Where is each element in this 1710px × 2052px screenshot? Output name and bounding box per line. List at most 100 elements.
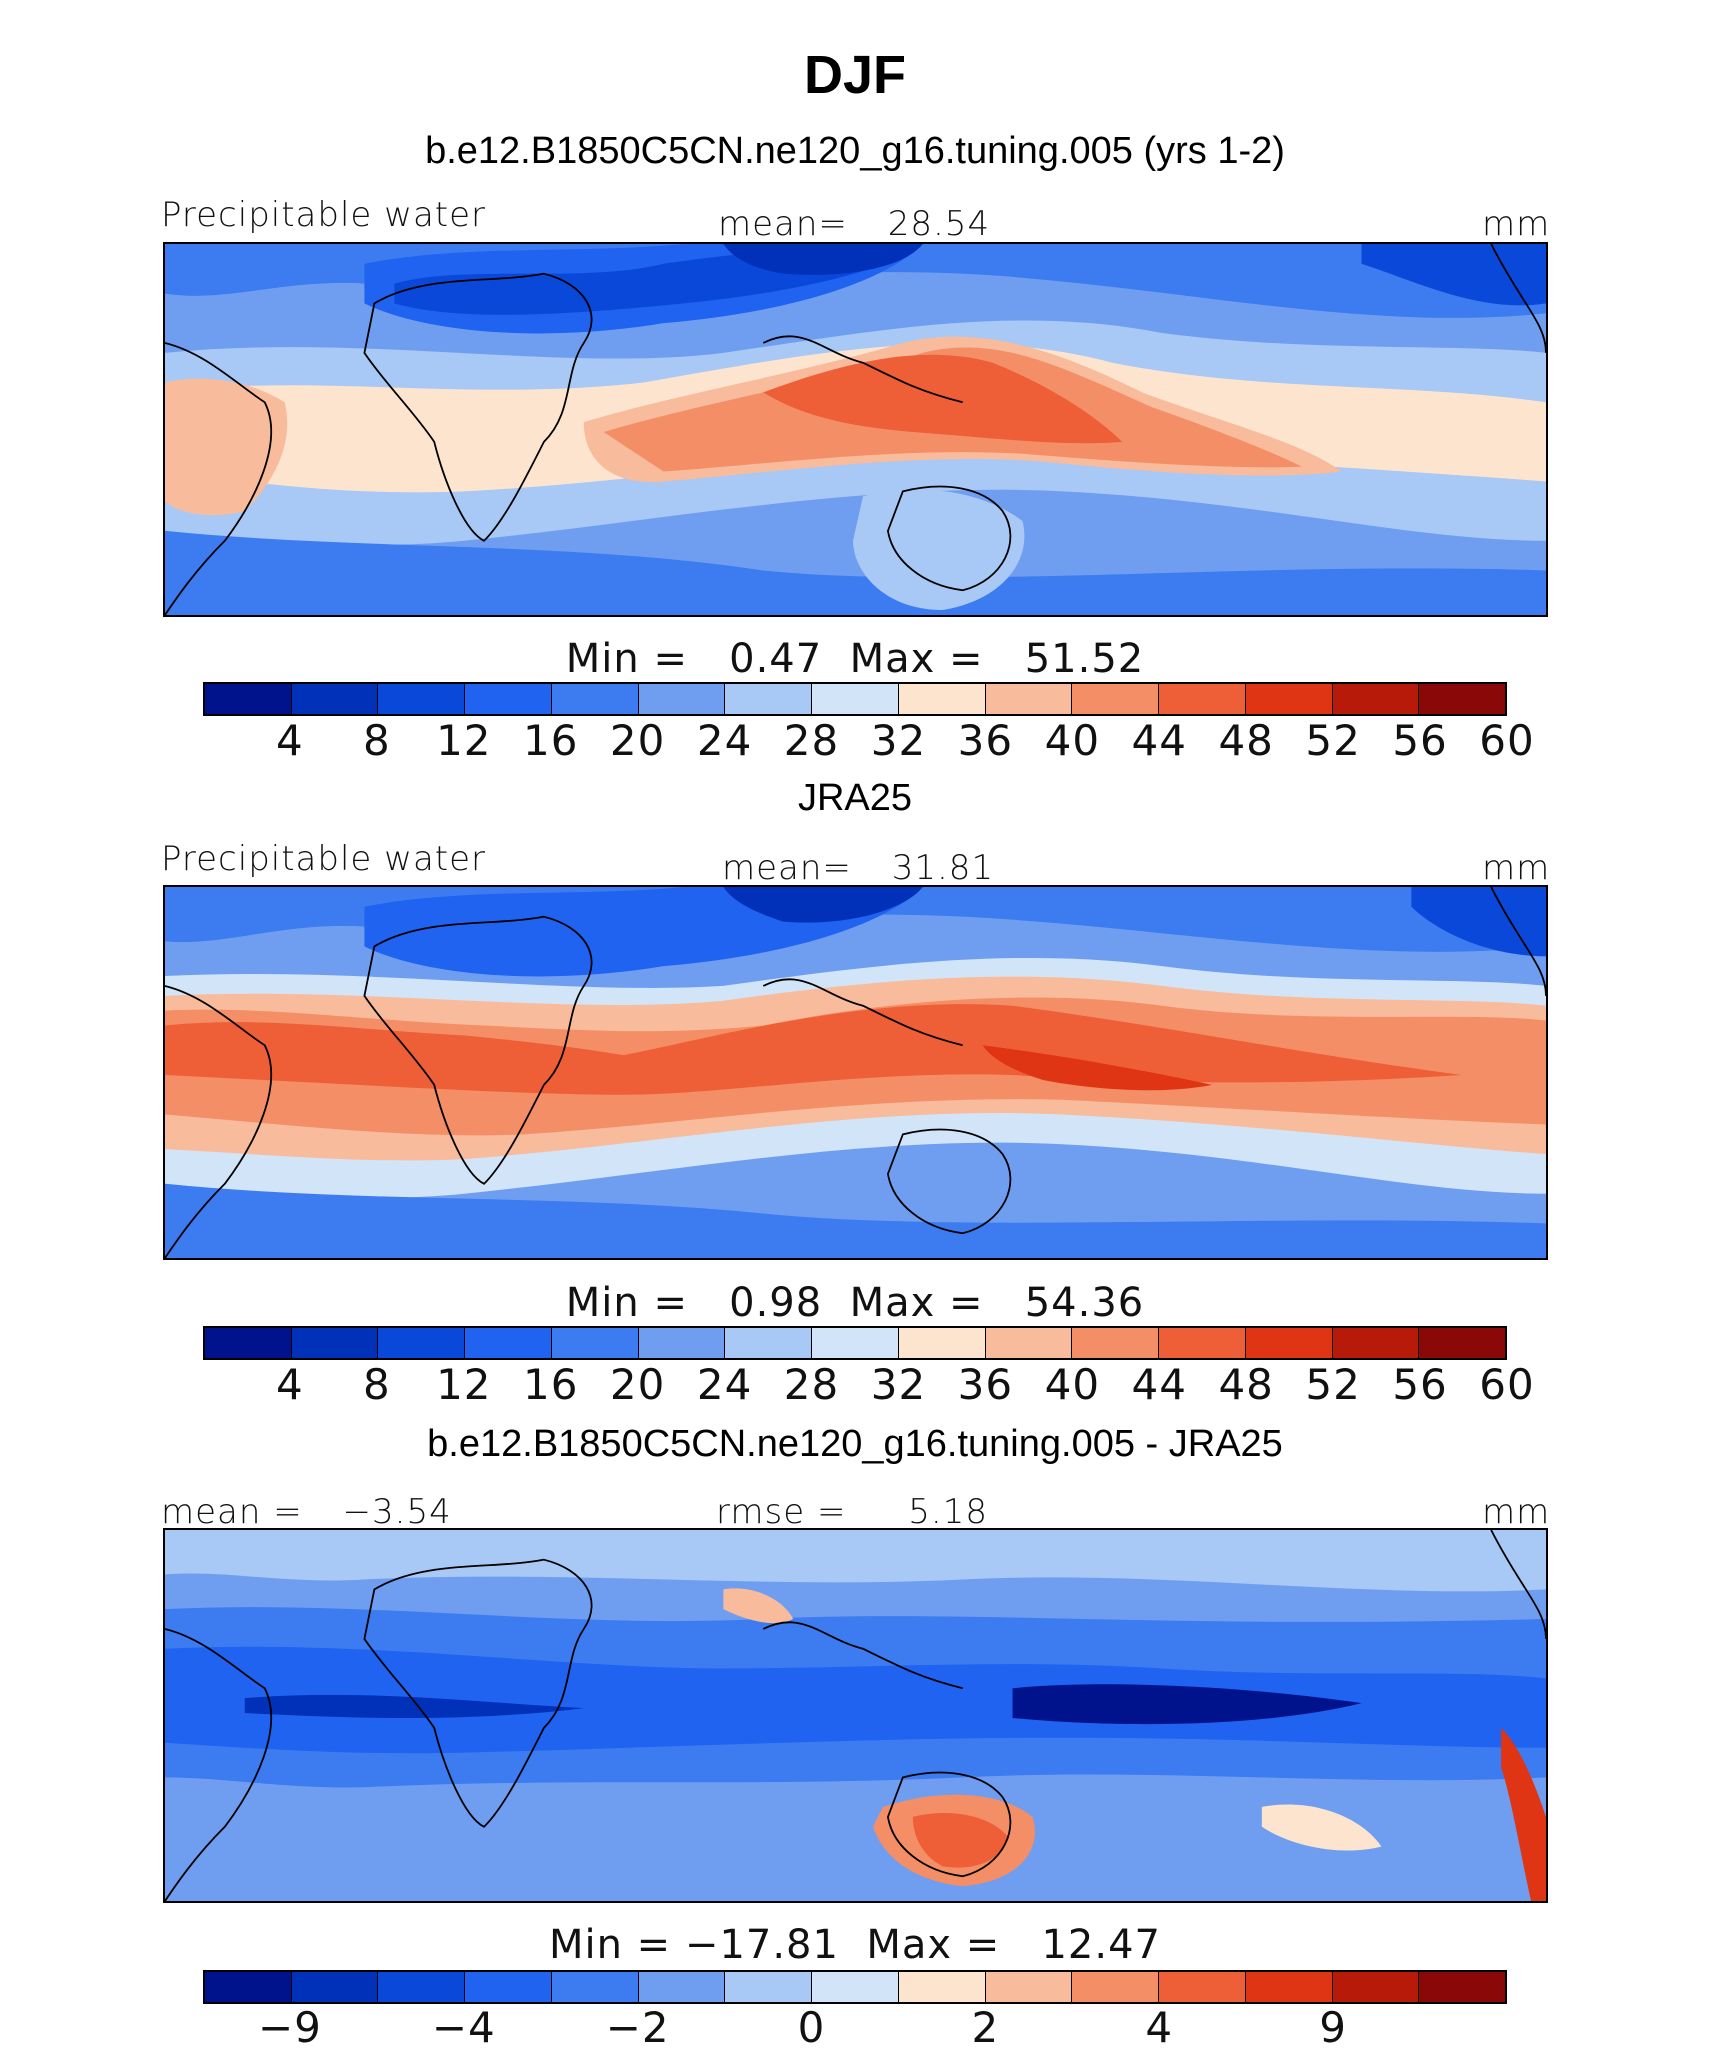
colorbar-tick-label: 52 (1305, 716, 1361, 765)
panel-1-units: mm (1482, 204, 1551, 244)
colorbar-tick-label: 32 (870, 1360, 927, 1409)
panel-3-min-value: −17.81 (684, 1922, 839, 1968)
panel-3-title: b.e12.B1850C5CN.ne120_g16.tuning.005 - J… (427, 1423, 1283, 1465)
colorbar-tick-label: −4 (431, 2003, 496, 2052)
colorbar-tick-label: 28 (783, 1360, 840, 1409)
panel-3-colorbar (203, 1970, 1507, 2004)
colorbar-segment (1245, 684, 1333, 714)
colorbar-segment (465, 684, 552, 714)
colorbar-tick-label: 52 (1305, 1360, 1361, 1409)
panel-2-map (163, 885, 1548, 1260)
colorbar-segment (205, 1328, 292, 1358)
colorbar-tick-label: 44 (1131, 716, 1187, 765)
panel-2-mean-label: mean= (722, 848, 852, 888)
colorbar-segment (638, 1328, 726, 1358)
colorbar-tick-label: 8 (362, 716, 391, 765)
panel-2-max-value: 54.36 (1024, 1280, 1145, 1326)
colorbar-segment (291, 684, 379, 714)
colorbar-tick-label: 36 (957, 1360, 1014, 1409)
colorbar-segment (1419, 684, 1506, 714)
panel-2-field (165, 887, 1546, 1258)
colorbar-segment (1332, 1328, 1420, 1358)
colorbar-tick-label: 32 (870, 716, 927, 765)
colorbar-tick-label: 12 (436, 1360, 492, 1409)
panel-3-mean-value: −3.54 (342, 1492, 452, 1532)
panel-1-min-label: Min = (565, 636, 688, 682)
panel-3-map (163, 1528, 1548, 1903)
colorbar-tick-label: 24 (696, 1360, 753, 1409)
colorbar-tick-label: 16 (522, 716, 579, 765)
colorbar-segment (1072, 684, 1160, 714)
colorbar-segment (1245, 1972, 1333, 2002)
colorbar-tick-label: 28 (783, 716, 840, 765)
colorbar-tick-label: 60 (1479, 716, 1535, 765)
panel-2-mean-value: 31.81 (891, 848, 995, 888)
colorbar-tick-label: 4 (1145, 2003, 1174, 2052)
panel-3-min-label: Min = (548, 1922, 672, 1968)
colorbar-segment (725, 684, 813, 714)
colorbar-segment (985, 684, 1073, 714)
panel-2-variable: Precipitable water (161, 839, 487, 879)
colorbar-tick-label: 60 (1479, 1360, 1535, 1409)
panel-1-title: b.e12.B1850C5CN.ne120_g16.tuning.005 (yr… (425, 130, 1285, 172)
colorbar-tick-label: 36 (957, 716, 1014, 765)
colorbar-tick-label: 40 (1044, 1360, 1101, 1409)
colorbar-segment (812, 684, 899, 714)
panel-3-units: mm (1482, 1492, 1551, 1532)
colorbar-segment (551, 1972, 639, 2002)
colorbar-segment (378, 684, 466, 714)
panel-1-colorbar (203, 682, 1507, 716)
colorbar-segment (898, 1328, 986, 1358)
colorbar-segment (725, 1328, 813, 1358)
colorbar-segment (898, 1972, 986, 2002)
colorbar-segment (985, 1972, 1073, 2002)
colorbar-tick-label: 24 (696, 716, 753, 765)
colorbar-tick-label: −9 (257, 2003, 322, 2052)
colorbar-segment (291, 1328, 379, 1358)
panel-2-colorbar (203, 1326, 1507, 1360)
colorbar-tick-label: 20 (609, 716, 666, 765)
colorbar-tick-label: 12 (436, 716, 492, 765)
colorbar-tick-label: 20 (609, 1360, 666, 1409)
colorbar-segment (638, 1972, 726, 2002)
panel-1-mean: mean= 28.54 (718, 204, 990, 244)
colorbar-segment (1332, 684, 1420, 714)
colorbar-segment (1159, 1328, 1246, 1358)
colorbar-segment (812, 1328, 899, 1358)
panel-1-minmax: Min = 0.47 Max = 51.52 (0, 636, 1710, 682)
panel-1-mean-label: mean= (718, 204, 848, 244)
panel-2-minmax: Min = 0.98 Max = 54.36 (0, 1280, 1710, 1326)
colorbar-tick-label: 16 (522, 1360, 579, 1409)
panel-1-colorbar-ticks: 4 8 12 16 20 24 28 32 36 40 44 48 52 56 60 (203, 716, 1534, 765)
panel-3-rmse-label: rmse = (716, 1492, 847, 1532)
colorbar-segment (378, 1972, 466, 2002)
colorbar-segment (465, 1328, 552, 1358)
colorbar-segment (985, 1328, 1073, 1358)
panel-2-min-value: 0.98 (729, 1280, 823, 1326)
panel-3-mean-label: mean = (161, 1492, 303, 1532)
panel-1-field (165, 244, 1546, 615)
panel-2-colorbar-ticks: 4 8 12 16 20 24 28 32 36 40 44 48 52 56 60 (203, 1360, 1534, 1409)
panel-3-rmse: rmse = 5.18 (716, 1492, 988, 1532)
panel-1-map (163, 242, 1548, 617)
colorbar-tick-label: 9 (1319, 2003, 1347, 2052)
colorbar-segment (725, 1972, 813, 2002)
colorbar-segment (1072, 1972, 1160, 2002)
panel-1-max-label: Max = (849, 636, 984, 682)
colorbar-tick-label: 4 (276, 716, 304, 765)
colorbar-segment (1419, 1328, 1506, 1358)
colorbar-tick-label: 4 (276, 1360, 304, 1409)
colorbar-segment (1245, 1328, 1333, 1358)
colorbar-tick-label: −2 (605, 2003, 670, 2052)
colorbar-segment (1332, 1972, 1420, 2002)
colorbar-segment (291, 1972, 379, 2002)
colorbar-segment (465, 1972, 552, 2002)
panel-1-min-value: 0.47 (729, 636, 823, 682)
panel-3-colorbar-ticks: −9 −4 −2 0 2 4 9 (203, 2003, 1507, 2052)
colorbar-tick-label: 48 (1218, 1360, 1274, 1409)
colorbar-tick-label: 40 (1044, 716, 1101, 765)
panel-1-max-value: 51.52 (1024, 636, 1145, 682)
panel-2-units: mm (1482, 848, 1551, 888)
panel-3-field (165, 1530, 1546, 1901)
panel-3-rmse-value: 5.18 (908, 1492, 988, 1532)
